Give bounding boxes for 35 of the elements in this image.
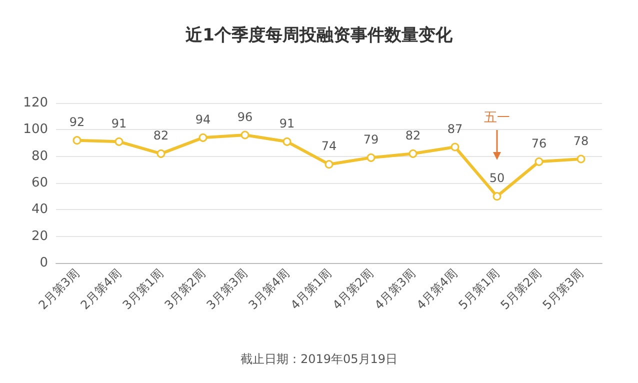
point: [576, 154, 586, 164]
data-label: 76: [531, 136, 547, 150]
data-label: 82: [153, 128, 169, 142]
y-tick-label: 60: [31, 176, 48, 190]
data-label: 78: [573, 134, 589, 148]
data-label: 50: [489, 171, 505, 186]
y-tick-label: 100: [23, 122, 48, 138]
data-label: 91: [279, 116, 295, 130]
point: [240, 130, 250, 140]
y-tick-label: 120: [23, 96, 48, 110]
data-label: 96: [237, 110, 253, 124]
point: [408, 149, 418, 158]
point: [366, 153, 376, 162]
point: [450, 142, 460, 152]
data-label: 74: [321, 139, 337, 154]
y-tick-label: 80: [31, 148, 48, 164]
point: [492, 192, 502, 201]
point: [198, 133, 208, 142]
data-label: 87: [447, 122, 463, 136]
point: [282, 137, 292, 146]
point: [534, 157, 544, 166]
data-label: 91: [111, 116, 127, 130]
y-tick-label: 20: [31, 228, 48, 244]
point: [156, 149, 166, 158]
data-label: 79: [363, 132, 379, 146]
chart-title: 近1个季度每周投融资事件数量变化: [184, 26, 454, 46]
y-tick-label: 40: [31, 202, 48, 218]
point: [114, 137, 124, 146]
annotation: 五一: [484, 110, 510, 126]
point: [72, 136, 82, 145]
data-label: 92: [69, 115, 85, 130]
text: 截止日期：2019年05月19日: [240, 352, 398, 366]
point: [324, 160, 334, 169]
data-label: 82: [405, 128, 421, 142]
data-label: 94: [195, 112, 211, 126]
